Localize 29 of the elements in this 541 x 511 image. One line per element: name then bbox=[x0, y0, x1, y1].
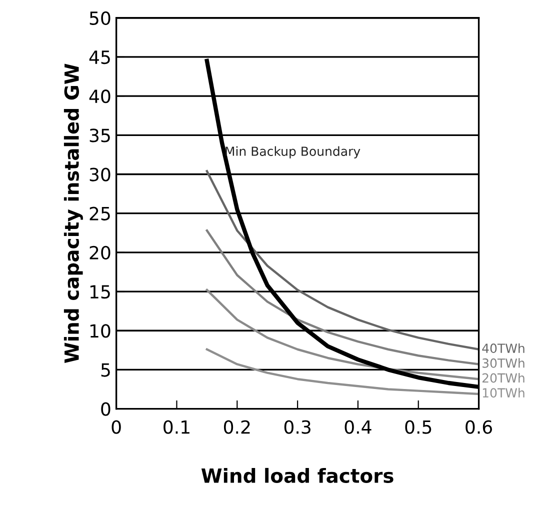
y-tick-label: 50 bbox=[90, 11, 110, 25]
y-tick-label: 40 bbox=[89, 90, 110, 104]
y-tick-label: 10 bbox=[90, 324, 110, 338]
x-tick-label: 0.1 bbox=[164, 420, 190, 434]
x-tick-label: 0.2 bbox=[224, 420, 250, 434]
series-label: 40TWh bbox=[482, 343, 524, 354]
series-label: Min Backup Boundary bbox=[226, 146, 360, 158]
x-tick-label: 0.5 bbox=[405, 420, 432, 434]
series-label: 20TWh bbox=[482, 373, 524, 383]
y-tick-label: 25 bbox=[90, 206, 110, 220]
y-tick-label: 30 bbox=[90, 168, 110, 182]
x-tick-label: 0 bbox=[112, 420, 121, 434]
y-axis-title: Wind capacity installed GW bbox=[64, 64, 83, 363]
y-tick-label: 35 bbox=[90, 128, 110, 142]
line-series bbox=[206, 229, 479, 366]
x-tick-label: 0.4 bbox=[344, 420, 372, 434]
y-tick-label: 0 bbox=[101, 402, 110, 416]
y-tick-label: 20 bbox=[90, 246, 110, 260]
series-label: 10TWh bbox=[482, 388, 524, 398]
x-axis-title: Wind load factors bbox=[201, 468, 394, 483]
y-tick-label: 15 bbox=[90, 285, 110, 299]
series-label: 30TWh bbox=[482, 358, 524, 368]
line-series bbox=[206, 288, 479, 380]
x-tick-label: 0.3 bbox=[284, 420, 310, 434]
line-series bbox=[206, 348, 479, 396]
x-tick-label: 0.6 bbox=[466, 420, 492, 434]
y-tick-label: 45 bbox=[89, 50, 110, 64]
line-series bbox=[206, 170, 479, 350]
y-tick-label: 5 bbox=[101, 363, 110, 377]
